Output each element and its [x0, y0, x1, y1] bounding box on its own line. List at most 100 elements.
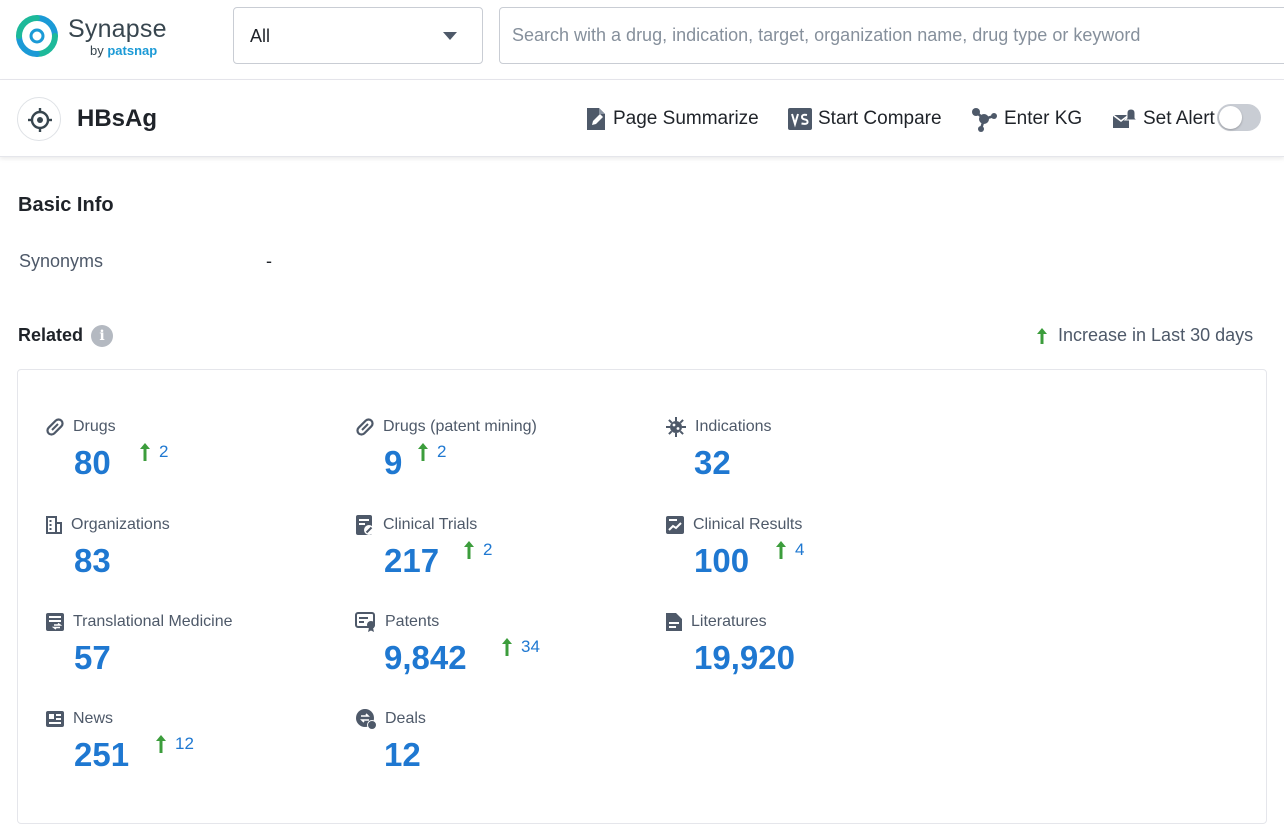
search-input[interactable]	[499, 7, 1284, 64]
stat-increase: 2	[463, 540, 492, 560]
stat-organizations[interactable]: Organizations 83	[45, 514, 345, 594]
stat-label: Clinical Trials	[383, 516, 477, 534]
stat-translational-medicine[interactable]: Translational Medicine 57	[45, 611, 345, 691]
stat-label: Indications	[695, 418, 772, 436]
stat-literatures[interactable]: Literatures 19,920	[665, 611, 965, 691]
entity-header: HBsAg Page Summarize Start Compare Enter…	[0, 80, 1284, 157]
virus-icon	[665, 416, 687, 438]
stat-count[interactable]: 32	[694, 444, 731, 482]
top-header: Synapse by patsnap All	[0, 0, 1284, 80]
file-text-icon	[665, 612, 683, 632]
stat-label: Drugs	[73, 418, 116, 436]
arrow-up-icon	[501, 637, 513, 657]
stat-label: Patents	[385, 613, 439, 631]
building-icon	[45, 515, 63, 535]
vs-icon	[788, 107, 812, 131]
increase-legend-label: Increase in Last 30 days	[1058, 325, 1253, 346]
stat-clinical-trials[interactable]: Clinical Trials 217 2	[355, 514, 655, 594]
entity-avatar	[17, 97, 61, 141]
logo-byline: by patsnap	[90, 43, 157, 58]
arrow-up-icon	[155, 734, 167, 754]
stat-clinical-results[interactable]: Clinical Results 100 4	[665, 514, 965, 594]
stat-increase: 12	[155, 734, 194, 754]
stat-count[interactable]: 80	[74, 444, 111, 482]
set-alert-button[interactable]: Set Alert	[1113, 105, 1215, 133]
stat-increase: 2	[417, 442, 446, 462]
logo-brand: patsnap	[107, 43, 157, 58]
arrow-up-icon	[1036, 327, 1048, 345]
arrow-up-icon	[463, 540, 475, 560]
stat-drugs[interactable]: Drugs 80 2	[45, 416, 345, 496]
alert-mail-icon	[1113, 108, 1137, 130]
target-icon	[27, 107, 53, 133]
stat-increase-value: 4	[795, 540, 804, 560]
stat-increase-value: 34	[521, 637, 540, 657]
graph-nodes-icon	[970, 106, 998, 132]
stat-count[interactable]: 9,842	[384, 639, 467, 677]
synonyms-value: -	[266, 251, 272, 272]
enter-kg-label: Enter KG	[1004, 108, 1082, 130]
stat-count[interactable]: 83	[74, 542, 111, 580]
stat-count[interactable]: 217	[384, 542, 439, 580]
page-summarize-button[interactable]: Page Summarize	[585, 105, 759, 133]
stat-label: Literatures	[691, 613, 767, 631]
document-transfer-icon	[45, 612, 65, 632]
synapse-logo[interactable]: Synapse by patsnap	[16, 13, 166, 61]
synapse-logo-icon	[16, 15, 58, 57]
pill-icon	[355, 417, 375, 437]
stat-increase-value: 12	[175, 734, 194, 754]
stat-label: Deals	[385, 710, 426, 728]
logo-by: by	[90, 43, 104, 58]
synonyms-label: Synonyms	[19, 251, 103, 272]
stat-label: Organizations	[71, 516, 170, 534]
newspaper-icon	[45, 710, 65, 728]
certificate-icon	[355, 612, 377, 632]
stat-count[interactable]: 19,920	[694, 639, 795, 677]
search-scope-select[interactable]: All	[233, 7, 483, 64]
stat-deals[interactable]: Deals 12	[355, 708, 655, 788]
stat-increase: 4	[775, 540, 804, 560]
stat-increase-value: 2	[437, 442, 446, 462]
increase-legend: Increase in Last 30 days	[1036, 325, 1253, 346]
arrow-up-icon	[139, 442, 151, 462]
stat-label: Translational Medicine	[73, 613, 232, 631]
stat-patents[interactable]: Patents 9,842 34	[355, 611, 655, 691]
logo-name: Synapse	[68, 15, 167, 44]
stat-drugs-patent-mining[interactable]: Drugs (patent mining) 9 2	[355, 416, 655, 496]
pill-icon	[45, 417, 65, 437]
stat-count[interactable]: 9	[384, 444, 402, 482]
basic-info-heading: Basic Info	[18, 194, 114, 217]
enter-kg-button[interactable]: Enter KG	[970, 105, 1082, 133]
search-scope-value: All	[250, 26, 270, 47]
stat-label: News	[73, 710, 113, 728]
related-panel: Drugs 80 2 Drugs (patent mining) 9 2	[17, 369, 1267, 824]
stat-count[interactable]: 57	[74, 639, 111, 677]
set-alert-toggle[interactable]	[1217, 104, 1261, 131]
start-compare-button[interactable]: Start Compare	[788, 105, 942, 133]
arrow-up-icon	[775, 540, 787, 560]
arrow-up-icon	[417, 442, 429, 462]
stat-label: Clinical Results	[693, 516, 802, 534]
set-alert-label: Set Alert	[1143, 108, 1215, 130]
deal-coin-icon	[355, 708, 377, 730]
page-summarize-label: Page Summarize	[613, 108, 759, 130]
stat-count[interactable]: 100	[694, 542, 749, 580]
stat-increase-value: 2	[483, 540, 492, 560]
stat-label: Drugs (patent mining)	[383, 418, 537, 436]
stat-increase: 34	[501, 637, 540, 657]
stat-news[interactable]: News 251 12	[45, 708, 345, 788]
caret-down-icon	[443, 32, 457, 40]
stat-indications[interactable]: Indications 32	[665, 416, 965, 496]
toggle-knob	[1219, 106, 1242, 129]
page-edit-icon	[585, 107, 607, 131]
clipboard-icon	[355, 514, 375, 536]
start-compare-label: Start Compare	[818, 108, 942, 130]
stat-count[interactable]: 251	[74, 736, 129, 774]
chart-report-icon	[665, 515, 685, 535]
stat-increase: 2	[139, 442, 168, 462]
stat-increase-value: 2	[159, 442, 168, 462]
info-icon[interactable]: i	[91, 325, 113, 347]
page-title: HBsAg	[77, 105, 157, 133]
stat-count[interactable]: 12	[384, 736, 421, 774]
related-heading: Related	[18, 325, 83, 346]
